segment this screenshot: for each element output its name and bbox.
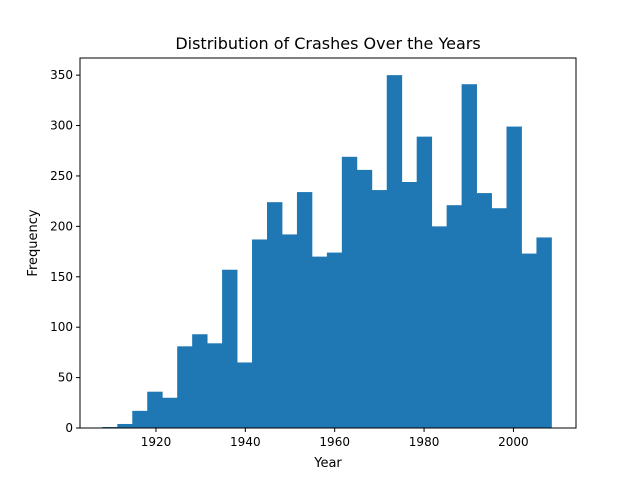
histogram-bar — [386, 75, 403, 428]
chart-title: Distribution of Crashes Over the Years — [175, 34, 480, 53]
histogram-bar — [132, 410, 148, 428]
histogram-bar — [147, 391, 163, 428]
histogram-bar — [416, 136, 433, 428]
y-tick-label: 250 — [50, 169, 73, 183]
y-tick-label: 0 — [65, 421, 73, 435]
histogram-bar — [311, 256, 328, 428]
histogram-bar — [267, 202, 283, 428]
histogram-bar — [536, 237, 552, 428]
histogram-bar — [491, 208, 507, 428]
y-axis-label: Frequency — [26, 209, 41, 276]
histogram-bar — [506, 126, 522, 429]
histogram-bar — [117, 423, 133, 428]
histogram-bar — [371, 190, 388, 428]
histogram-bar — [461, 84, 477, 429]
histogram-bar — [162, 397, 178, 428]
histogram-bar — [222, 269, 238, 428]
x-tick-label: 1920 — [141, 435, 172, 449]
histogram-bar — [401, 182, 418, 428]
histogram-bar — [237, 362, 253, 428]
histogram-bar — [341, 156, 358, 428]
histogram-bar — [356, 169, 373, 429]
y-tick-label: 350 — [50, 68, 73, 82]
x-tick-label: 1960 — [319, 435, 350, 449]
histogram-bar — [177, 346, 193, 428]
histogram-bar — [431, 226, 448, 428]
x-tick-label: 1940 — [230, 435, 261, 449]
histogram-bar — [192, 334, 208, 428]
plot-frame — [79, 57, 577, 429]
histogram-bar — [476, 193, 492, 428]
histogram-bar — [207, 343, 223, 428]
histogram-bar — [252, 239, 268, 428]
y-tick-label: 100 — [50, 320, 73, 334]
y-tick-label: 50 — [58, 371, 73, 385]
y-tick-label: 150 — [50, 270, 73, 284]
y-axis-ticks: 0 50 100 150 200 250 300 350 — [50, 68, 80, 435]
histogram-bar — [296, 192, 313, 428]
histogram-bar — [446, 205, 463, 428]
bars-group — [102, 75, 552, 429]
histogram-bar — [281, 234, 298, 428]
x-tick-label: 2000 — [498, 435, 529, 449]
x-axis-label: Year — [313, 456, 342, 471]
x-axis-ticks: 1920 1940 1960 1980 2000 — [141, 428, 529, 449]
x-tick-label: 1980 — [409, 435, 440, 449]
histogram-bar — [326, 252, 343, 428]
y-tick-label: 200 — [50, 219, 73, 233]
histogram-bar — [521, 253, 537, 428]
histogram-bar — [102, 426, 118, 428]
y-tick-label: 300 — [50, 119, 73, 133]
